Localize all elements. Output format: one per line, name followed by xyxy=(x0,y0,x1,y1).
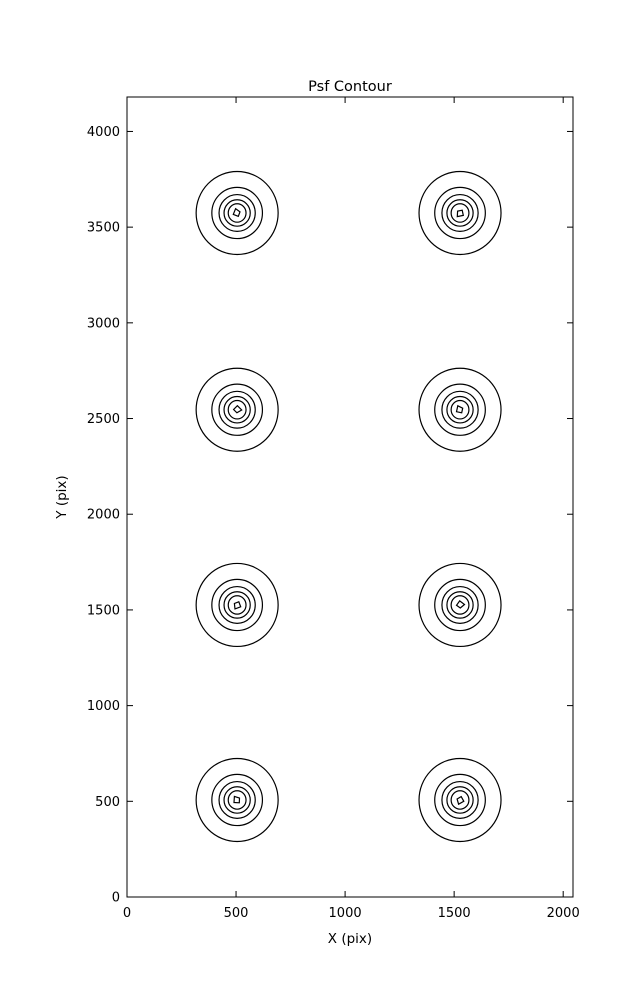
contour-ring xyxy=(418,757,502,843)
x-tick-label: 2000 xyxy=(547,906,580,921)
contour-ring xyxy=(450,790,470,810)
contour-core xyxy=(233,601,242,610)
contour-rings-group xyxy=(195,170,502,843)
contour-ring xyxy=(211,578,264,632)
contour-core xyxy=(456,795,465,806)
contour-ring xyxy=(434,773,486,827)
contour-ring xyxy=(434,186,486,240)
contour-ring xyxy=(446,786,474,814)
contour-ring xyxy=(195,562,279,648)
x-tick-label: 500 xyxy=(224,906,249,921)
axis-ticks-group xyxy=(126,97,573,898)
contour-ring xyxy=(441,193,479,232)
contour-ring xyxy=(211,186,264,240)
contour-ring xyxy=(441,390,479,429)
contour-ring xyxy=(195,170,279,256)
contour-ring xyxy=(211,773,264,827)
contour-ring xyxy=(446,199,474,227)
contour-ring xyxy=(218,390,256,429)
x-axis-label: X (pix) xyxy=(328,931,372,947)
plot-border xyxy=(126,96,574,898)
y-tick-label: 0 xyxy=(112,891,120,906)
contour-ring xyxy=(227,399,247,420)
contour-ring xyxy=(450,203,470,223)
y-tick-label: 500 xyxy=(95,795,120,810)
y-tick-label: 2500 xyxy=(87,412,120,427)
contour-ring xyxy=(218,780,256,819)
y-axis-label: Y (pix) xyxy=(54,475,70,519)
contour-ring xyxy=(441,780,479,819)
y-tick-label: 1000 xyxy=(87,699,120,714)
x-tick-label: 0 xyxy=(123,906,131,921)
contour-core xyxy=(455,404,464,414)
y-tick-label: 1500 xyxy=(87,603,120,618)
contour-ring xyxy=(434,578,486,632)
contour-ring xyxy=(211,383,264,436)
contour-ring xyxy=(418,367,502,452)
x-tick-label: 1500 xyxy=(438,906,471,921)
contour-ring xyxy=(418,562,502,648)
contour-core xyxy=(232,207,241,218)
y-tick-label: 3000 xyxy=(87,316,120,331)
contour-ring xyxy=(434,383,486,436)
contour-ring xyxy=(446,395,474,424)
contour-ring xyxy=(227,203,247,223)
y-tick-label: 3500 xyxy=(87,221,120,236)
contour-ring xyxy=(223,591,251,619)
contour-ring xyxy=(418,170,502,256)
contour-core xyxy=(456,209,465,218)
contour-ring xyxy=(223,395,251,424)
contour-ring xyxy=(195,757,279,843)
contour-ring xyxy=(450,399,470,420)
contour-ring xyxy=(450,595,470,615)
contour-ring xyxy=(218,193,256,232)
chart-title: Psf Contour xyxy=(308,79,392,95)
contour-core xyxy=(455,600,466,609)
x-tick-label: 1000 xyxy=(329,906,362,921)
y-tick-label: 2000 xyxy=(87,508,120,523)
contour-ring xyxy=(218,585,256,624)
tick-labels-group: 0 500 1000 1500 2000 0 500 1000 1500 2000 2500 3000… xyxy=(87,125,580,921)
contour-ring xyxy=(195,367,279,452)
contour-ring xyxy=(441,585,479,624)
contour-ring xyxy=(446,591,474,619)
contour-core xyxy=(232,404,243,414)
y-tick-label: 4000 xyxy=(87,125,120,140)
contour-ring xyxy=(223,199,251,227)
contour-ring xyxy=(227,595,247,615)
contour-ring xyxy=(227,790,247,810)
contour-ring xyxy=(223,786,251,814)
contour-core xyxy=(233,795,241,804)
